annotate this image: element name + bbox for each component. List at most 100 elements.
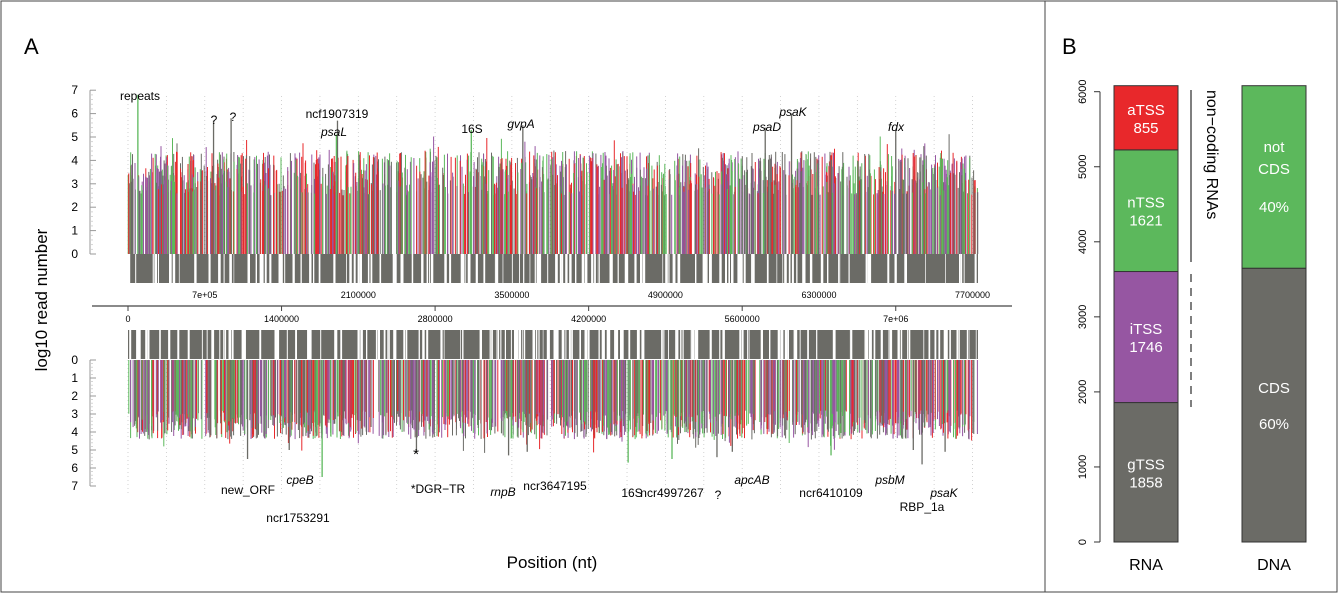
gene-gap-bottom xyxy=(663,330,665,359)
peak-label-bottom: apcAB xyxy=(734,473,769,487)
gene-gap-bottom xyxy=(504,330,506,359)
gene-gap-bottom xyxy=(780,330,784,359)
gene-gap-top xyxy=(678,254,681,283)
gene-gap-top xyxy=(784,254,787,283)
gene-gap-bottom xyxy=(874,330,876,359)
peak-label-top: repeats xyxy=(120,89,160,103)
b-y-tick-label: 4000 xyxy=(1077,230,1089,254)
gene-gap-bottom xyxy=(907,330,909,359)
gene-gap-top xyxy=(634,254,637,283)
gene-gap-top xyxy=(617,254,619,283)
gene-gap-bottom xyxy=(694,330,697,359)
gene-gap-top xyxy=(677,254,680,283)
gene-gap-top xyxy=(547,254,549,283)
gene-gap-bottom xyxy=(668,330,669,359)
rna-segment-gTSS xyxy=(1113,402,1179,543)
peak-label-bottom: psbM xyxy=(874,473,904,487)
gene-gap-top xyxy=(255,254,257,283)
gene-gap-bottom xyxy=(584,330,588,359)
gene-gap-bottom xyxy=(680,330,682,359)
peak-label-top: psaL xyxy=(320,125,347,139)
gene-gap-top xyxy=(469,254,471,283)
gene-gap-top xyxy=(313,254,315,283)
gene-gap-bottom xyxy=(760,330,763,359)
gene-gap-bottom xyxy=(923,330,925,359)
gene-gap-top xyxy=(869,254,872,283)
gene-gap-bottom xyxy=(661,330,663,359)
gene-gap-top xyxy=(208,254,211,283)
gene-gap-top xyxy=(349,254,352,283)
gene-gap-top xyxy=(392,254,395,283)
gene-gap-bottom xyxy=(777,330,780,359)
gene-gap-bottom xyxy=(177,330,180,359)
b-y-tick-label: 2000 xyxy=(1077,380,1089,404)
dna-segment-label-line1: not xyxy=(1264,139,1286,156)
gene-gap-top xyxy=(353,254,356,283)
peak-label-bottom: RBP_1a xyxy=(900,500,945,514)
gene-gap-bottom xyxy=(928,330,931,359)
gene-gap-bottom xyxy=(628,330,631,359)
gene-gap-bottom xyxy=(579,330,581,359)
gene-gap-bottom xyxy=(555,330,559,359)
gene-gap-top xyxy=(796,254,798,283)
bottom-strand-highlight-peaks xyxy=(246,360,946,477)
gene-gap-top xyxy=(346,254,347,283)
gene-gap-top xyxy=(284,254,286,283)
gene-gap-bottom xyxy=(426,330,428,359)
x-tick-label-bottom: 7e+06 xyxy=(883,314,908,324)
gene-gap-bottom xyxy=(565,330,567,359)
gene-gap-bottom xyxy=(491,330,493,359)
chart-a: 7e+05 2100000 3500000 4900000 6300000 7700000… xyxy=(32,83,1012,572)
gene-gap-top xyxy=(594,254,596,283)
gene-gap-top xyxy=(766,254,769,283)
gene-gap-bottom xyxy=(395,330,397,359)
gene-gap-bottom xyxy=(320,330,322,359)
gene-gap-bottom xyxy=(422,330,425,359)
gene-gap-bottom xyxy=(538,330,540,359)
gene-gap-bottom xyxy=(137,330,141,359)
gene-gap-top xyxy=(561,254,564,283)
x-tick-label-top: 2100000 xyxy=(341,290,376,300)
gene-gap-bottom xyxy=(865,330,869,359)
y-tick-label-top: 2 xyxy=(71,200,78,214)
rna-segment-value: 855 xyxy=(1133,120,1158,137)
gene-gap-bottom xyxy=(621,330,623,359)
gene-gap-bottom xyxy=(535,330,538,359)
gene-gap-top xyxy=(737,254,740,283)
gene-gap-bottom xyxy=(696,330,699,359)
y-tick-label-bottom: 2 xyxy=(71,389,78,403)
gene-gap-top xyxy=(904,254,907,283)
rna-segment-value: 1858 xyxy=(1129,474,1162,491)
rna-segment-label: iTSS xyxy=(1130,321,1163,338)
gene-gap-bottom xyxy=(546,330,550,359)
b-y-tick-label: 5000 xyxy=(1077,155,1089,179)
gene-gap-top xyxy=(666,254,667,283)
gene-gap-top xyxy=(740,254,743,283)
gene-gap-top xyxy=(494,254,496,283)
gene-gap-bottom xyxy=(615,330,619,359)
gene-gap-bottom xyxy=(518,330,520,359)
gene-gap-bottom xyxy=(443,330,445,359)
gene-gap-top xyxy=(300,254,302,283)
gene-gap-bottom xyxy=(360,330,363,359)
gene-gap-top xyxy=(173,254,175,283)
gene-gap-top xyxy=(462,254,465,283)
x-category-dna: DNA xyxy=(1257,557,1291,574)
bottom-strand-bars xyxy=(128,360,978,453)
gene-gap-top xyxy=(788,254,791,283)
a-axes: 7e+05 2100000 3500000 4900000 6300000 7700000… xyxy=(71,83,1012,493)
peak-label-top: fdx xyxy=(888,120,905,134)
gene-gap-bottom xyxy=(375,330,378,359)
gene-gap-bottom xyxy=(799,330,801,359)
gene-gap-bottom xyxy=(769,330,771,359)
gene-gap-bottom xyxy=(794,330,798,359)
gene-gap-bottom xyxy=(864,330,866,359)
gene-gap-bottom xyxy=(241,330,245,359)
gene-gap-top xyxy=(426,254,429,283)
gene-gap-bottom xyxy=(888,330,890,359)
gene-gap-top xyxy=(668,254,670,283)
y-tick-label-top: 0 xyxy=(71,247,78,261)
gene-gap-top xyxy=(367,254,370,283)
gene-gap-bottom xyxy=(516,330,519,359)
